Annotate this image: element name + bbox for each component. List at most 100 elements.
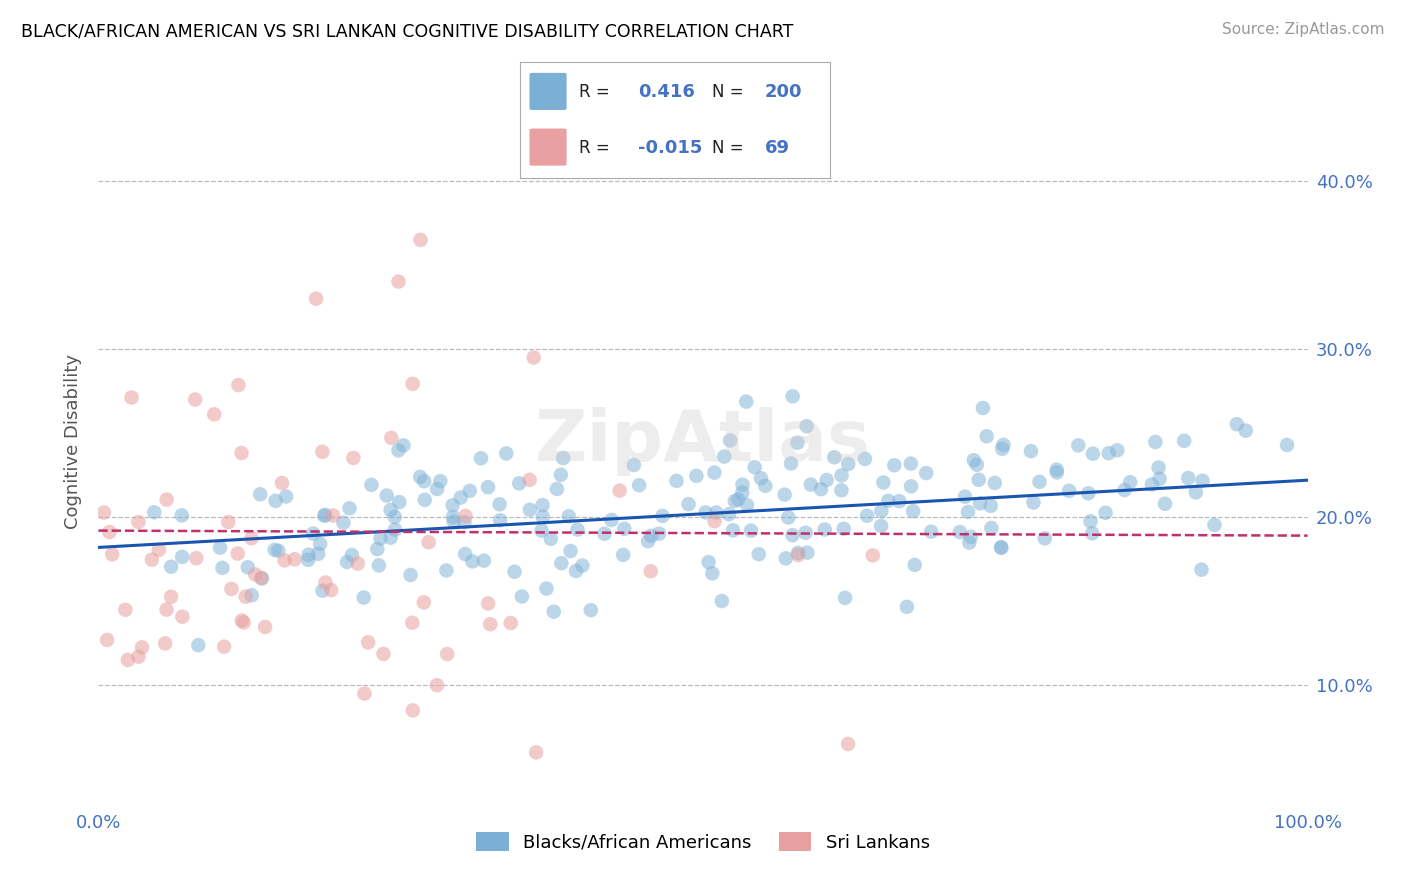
Point bbox=[264, 493, 287, 508]
Point bbox=[117, 653, 139, 667]
Point bbox=[360, 478, 382, 492]
Point bbox=[613, 522, 636, 536]
Text: 69: 69 bbox=[765, 138, 790, 157]
Point bbox=[101, 547, 124, 561]
Point bbox=[250, 571, 273, 585]
Point bbox=[314, 508, 336, 523]
Point bbox=[579, 603, 602, 617]
Point bbox=[623, 458, 645, 472]
Point bbox=[877, 493, 900, 508]
Point bbox=[202, 407, 225, 421]
Point bbox=[336, 555, 359, 569]
Point bbox=[267, 543, 290, 558]
Point bbox=[980, 499, 1002, 513]
Point bbox=[380, 431, 402, 445]
Point bbox=[702, 566, 724, 581]
Point bbox=[311, 444, 333, 458]
Point bbox=[93, 506, 115, 520]
Point bbox=[870, 519, 893, 533]
Point bbox=[703, 514, 725, 528]
Point bbox=[815, 473, 838, 487]
Point bbox=[800, 477, 823, 491]
Point bbox=[637, 534, 659, 549]
Point bbox=[245, 567, 267, 582]
Point bbox=[782, 389, 804, 403]
Point bbox=[453, 515, 475, 529]
Point bbox=[862, 549, 884, 563]
Point bbox=[703, 466, 725, 480]
Point bbox=[477, 480, 499, 494]
Point bbox=[1028, 475, 1050, 489]
Text: R =: R = bbox=[579, 138, 610, 157]
Point bbox=[628, 478, 651, 492]
Point bbox=[339, 501, 361, 516]
Point bbox=[550, 467, 572, 482]
Point bbox=[373, 647, 395, 661]
Point bbox=[796, 419, 818, 434]
Point bbox=[565, 564, 588, 578]
Point bbox=[479, 617, 502, 632]
Point bbox=[375, 489, 398, 503]
Point bbox=[98, 524, 121, 539]
Point bbox=[773, 488, 796, 502]
Point bbox=[441, 499, 464, 513]
Point bbox=[990, 541, 1012, 555]
Point bbox=[232, 615, 254, 630]
Point bbox=[567, 523, 589, 537]
Text: Source: ZipAtlas.com: Source: ZipAtlas.com bbox=[1222, 22, 1385, 37]
Point bbox=[332, 516, 354, 530]
Point bbox=[717, 507, 740, 521]
Point bbox=[366, 542, 388, 557]
Point bbox=[536, 582, 558, 596]
Point bbox=[472, 553, 495, 567]
Point bbox=[402, 703, 425, 717]
Point bbox=[830, 483, 852, 498]
Point bbox=[384, 523, 406, 537]
Point bbox=[837, 737, 859, 751]
Point bbox=[727, 492, 749, 507]
Point bbox=[1234, 424, 1257, 438]
Point bbox=[441, 510, 464, 524]
Point bbox=[454, 547, 477, 561]
Point bbox=[1094, 506, 1116, 520]
Point bbox=[1177, 471, 1199, 485]
Point bbox=[665, 474, 688, 488]
Point bbox=[508, 476, 530, 491]
Point bbox=[966, 458, 988, 472]
Point bbox=[228, 378, 250, 392]
Point bbox=[1033, 532, 1056, 546]
Point bbox=[315, 575, 337, 590]
Point bbox=[409, 233, 432, 247]
Point bbox=[560, 544, 582, 558]
Point bbox=[1140, 477, 1163, 491]
Point bbox=[519, 473, 541, 487]
Point bbox=[284, 552, 307, 566]
Point bbox=[231, 446, 253, 460]
Point bbox=[754, 479, 776, 493]
Point bbox=[651, 508, 673, 523]
Point bbox=[990, 540, 1012, 554]
Point bbox=[991, 442, 1014, 456]
Point bbox=[744, 460, 766, 475]
Y-axis label: Cognitive Disability: Cognitive Disability bbox=[63, 354, 82, 529]
Point bbox=[834, 591, 856, 605]
Point bbox=[458, 483, 481, 498]
Point bbox=[353, 687, 375, 701]
Text: N =: N = bbox=[711, 83, 744, 101]
Point bbox=[187, 638, 209, 652]
Point bbox=[1080, 514, 1102, 528]
Text: -0.015: -0.015 bbox=[638, 138, 702, 157]
Point bbox=[900, 457, 922, 471]
Point bbox=[519, 502, 541, 516]
Text: ZipAtlas: ZipAtlas bbox=[536, 407, 870, 476]
Point bbox=[640, 564, 662, 578]
Point bbox=[1119, 475, 1142, 490]
Point bbox=[387, 275, 409, 289]
Point bbox=[786, 435, 808, 450]
Point bbox=[240, 588, 263, 602]
Point bbox=[401, 615, 423, 630]
Point bbox=[697, 555, 720, 569]
Point bbox=[748, 547, 770, 561]
Point bbox=[443, 515, 465, 529]
Point bbox=[1067, 438, 1090, 452]
